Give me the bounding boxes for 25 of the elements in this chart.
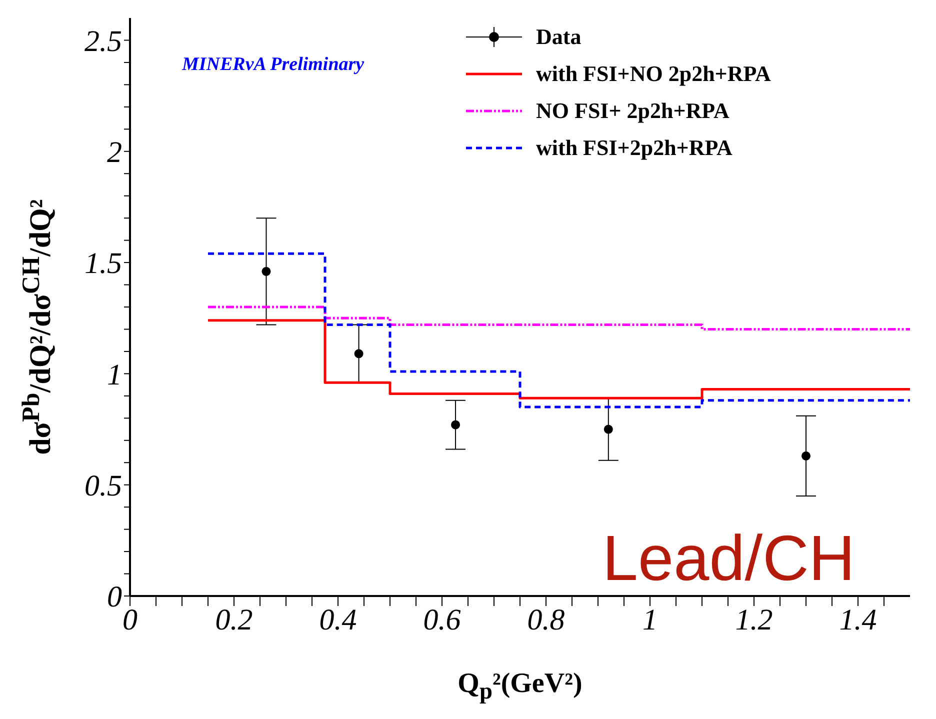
x-tick-label: 1.4: [839, 603, 877, 636]
x-tick-label: 1: [642, 603, 658, 636]
legend-label: with FSI+NO 2p2h+RPA: [536, 60, 771, 86]
point: [262, 266, 271, 276]
legend-label: with FSI+2p2h+RPA: [536, 134, 732, 160]
y-tick-label: 2: [107, 136, 122, 170]
y-tick-label: 1: [107, 358, 122, 392]
annotation: MINERνA Preliminary: [182, 54, 364, 76]
x-axis-title: Q$_{p}$²(GeV²): [456, 668, 584, 706]
point: [451, 420, 460, 430]
legend-label: Data: [536, 24, 582, 50]
x-tick-label: 0.4: [319, 603, 357, 636]
point: [801, 451, 811, 460]
x-tick-label: 0.2: [215, 603, 253, 636]
y-tick-label: 1.5: [84, 247, 122, 280]
y-tick-label: 0.5: [84, 469, 122, 502]
annotation: Lead/CH: [602, 521, 855, 595]
y-tick-label: 2.5: [84, 24, 122, 58]
x-tick-label: 0.6: [423, 603, 461, 636]
y-tick-label: 0: [107, 580, 122, 614]
x-tick-label: 1.2: [735, 603, 773, 636]
x-tick-label: 0.8: [527, 603, 565, 636]
point: [354, 349, 364, 358]
point: [604, 424, 613, 434]
legend-label: NO FSI+ 2p2h+RPA: [536, 98, 730, 124]
